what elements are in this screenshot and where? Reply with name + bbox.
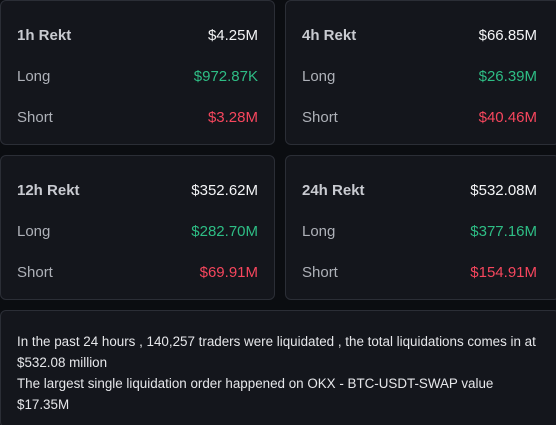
short-value: $69.91M bbox=[199, 263, 258, 281]
card-title: 4h Rekt bbox=[302, 26, 357, 44]
long-label: Long bbox=[17, 222, 51, 240]
short-value: $40.46M bbox=[478, 108, 537, 126]
header-row: 1h Rekt $4.25M bbox=[17, 24, 258, 46]
short-label: Short bbox=[17, 108, 53, 126]
short-label: Short bbox=[17, 263, 53, 281]
short-label: Short bbox=[302, 108, 338, 126]
short-row: Short $69.91M bbox=[17, 261, 258, 283]
card-12h-rekt: 12h Rekt $352.62M Long $282.70M Short $6… bbox=[0, 155, 275, 300]
header-row: 4h Rekt $66.85M bbox=[302, 24, 537, 46]
long-value: $972.87K bbox=[193, 67, 258, 85]
header-row: 24h Rekt $532.08M bbox=[302, 179, 537, 201]
card-title: 12h Rekt bbox=[17, 181, 80, 199]
long-row: Long $282.70M bbox=[17, 220, 258, 242]
summary-total-text: In the past 24 hours , 140,257 traders w… bbox=[17, 334, 536, 370]
long-label: Long bbox=[17, 67, 51, 85]
header-row: 12h Rekt $352.62M bbox=[17, 179, 258, 201]
total-value: $532.08M bbox=[470, 181, 537, 199]
liquidation-summary: In the past 24 hours , 140,257 traders w… bbox=[0, 310, 556, 425]
long-value: $26.39M bbox=[478, 67, 537, 85]
card-title: 24h Rekt bbox=[302, 181, 365, 199]
card-1h-rekt: 1h Rekt $4.25M Long $972.87K Short $3.28… bbox=[0, 0, 275, 145]
total-value: $4.25M bbox=[207, 26, 258, 44]
long-label: Long bbox=[302, 67, 336, 85]
long-row: Long $26.39M bbox=[302, 65, 537, 87]
short-row: Short $40.46M bbox=[302, 106, 537, 128]
short-row: Short $154.91M bbox=[302, 261, 537, 283]
summary-largest-order-text: The largest single liquidation order hap… bbox=[17, 376, 494, 412]
long-value: $282.70M bbox=[191, 222, 258, 240]
card-title: 1h Rekt bbox=[17, 26, 72, 44]
short-row: Short $3.28M bbox=[17, 106, 258, 128]
short-label: Short bbox=[302, 263, 338, 281]
long-row: Long $972.87K bbox=[17, 65, 258, 87]
card-24h-rekt: 24h Rekt $532.08M Long $377.16M Short $1… bbox=[285, 155, 556, 300]
short-value: $3.28M bbox=[207, 108, 258, 126]
long-value: $377.16M bbox=[470, 222, 537, 240]
card-4h-rekt: 4h Rekt $66.85M Long $26.39M Short $40.4… bbox=[285, 0, 556, 145]
total-value: $66.85M bbox=[478, 26, 537, 44]
total-value: $352.62M bbox=[191, 181, 258, 199]
long-label: Long bbox=[302, 222, 336, 240]
long-row: Long $377.16M bbox=[302, 220, 537, 242]
short-value: $154.91M bbox=[470, 263, 537, 281]
